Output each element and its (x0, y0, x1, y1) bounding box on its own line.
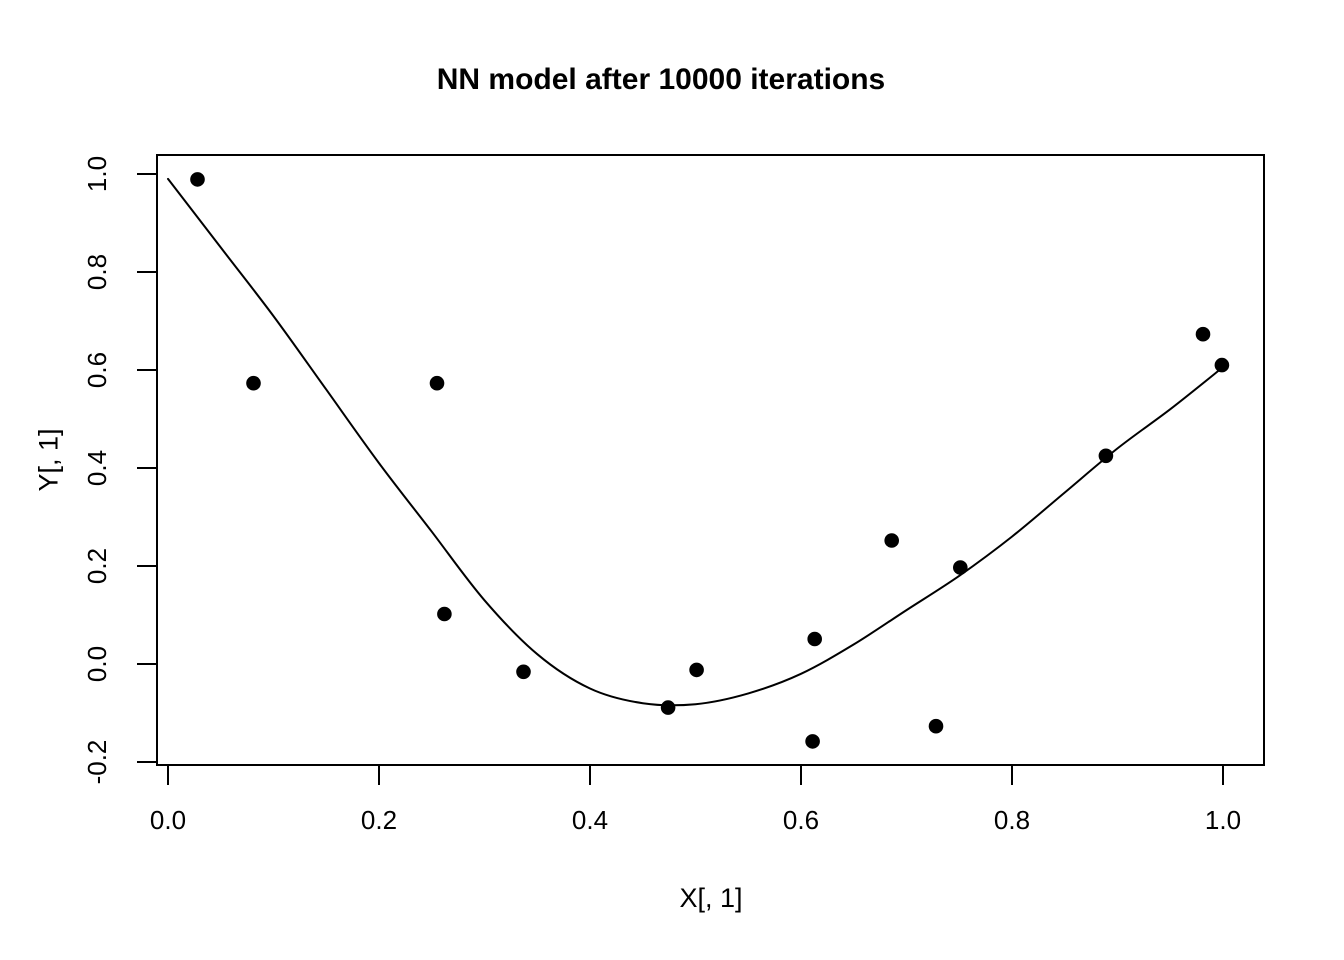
chart-title: NN model after 10000 iterations (437, 63, 886, 96)
x-tick-label: 0.0 (150, 805, 186, 835)
y-axis: -0.2 0.0 0.2 0.4 0.6 0.8 1.0 (82, 156, 157, 784)
data-point (1214, 357, 1230, 373)
y-tick-label: 0.6 (82, 352, 112, 388)
data-point-layer (190, 172, 1230, 749)
data-point (437, 606, 452, 622)
data-point (953, 560, 968, 575)
y-tick-label: 0.8 (82, 254, 112, 290)
data-point (805, 734, 820, 749)
data-point (246, 375, 261, 391)
data-point (660, 700, 676, 715)
x-tick-label: 0.4 (572, 805, 608, 835)
y-tick-label: 0.4 (82, 450, 112, 486)
data-point (1195, 326, 1211, 342)
y-tick-label: 0.2 (82, 548, 112, 584)
plot-box (156, 154, 1265, 766)
data-point (1098, 448, 1114, 464)
x-tick-label: 0.8 (994, 805, 1030, 835)
data-point (190, 172, 205, 187)
x-axis-label: X[, 1] (679, 883, 742, 913)
x-axis: 0.0 0.2 0.4 0.6 0.8 1.0 (150, 765, 1241, 835)
data-point (689, 662, 704, 678)
x-tick-label: 0.6 (783, 805, 819, 835)
y-axis-label: Y[, 1] (33, 428, 63, 491)
data-point (429, 375, 445, 391)
data-point (884, 533, 899, 548)
fit-line-layer (167, 177, 1223, 707)
data-point (928, 718, 944, 734)
y-tick-label: 0.0 (82, 646, 112, 682)
x-tick-label: 0.2 (361, 805, 397, 835)
data-point (516, 664, 531, 680)
y-tick-label: 1.0 (82, 156, 112, 192)
y-tick-label: -0.2 (82, 740, 112, 785)
fit-curve (167, 177, 1223, 707)
x-tick-label: 1.0 (1205, 805, 1241, 835)
data-point (807, 631, 822, 647)
